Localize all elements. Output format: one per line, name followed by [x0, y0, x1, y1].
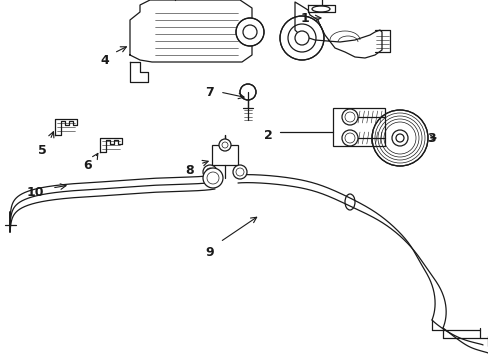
Circle shape [236, 18, 264, 46]
Circle shape [232, 165, 246, 179]
FancyBboxPatch shape [212, 145, 238, 165]
Text: 4: 4 [101, 54, 109, 67]
Polygon shape [100, 138, 122, 152]
Circle shape [203, 165, 217, 179]
Polygon shape [294, 2, 381, 58]
Circle shape [371, 110, 427, 166]
Circle shape [240, 84, 256, 100]
Text: 10: 10 [26, 185, 43, 198]
Text: 2: 2 [263, 129, 272, 141]
Text: 1: 1 [300, 12, 309, 24]
Circle shape [219, 139, 230, 151]
Circle shape [395, 134, 403, 142]
Polygon shape [130, 0, 251, 62]
Circle shape [294, 31, 308, 45]
Text: 8: 8 [185, 163, 194, 176]
Text: 7: 7 [205, 86, 214, 99]
Text: 5: 5 [38, 144, 46, 157]
Polygon shape [307, 5, 334, 12]
Polygon shape [55, 119, 77, 135]
Text: 6: 6 [83, 158, 92, 171]
Polygon shape [130, 62, 148, 82]
Circle shape [341, 130, 357, 146]
Text: 3: 3 [427, 131, 435, 144]
Circle shape [341, 109, 357, 125]
Circle shape [280, 16, 324, 60]
Text: 9: 9 [205, 246, 214, 258]
Circle shape [203, 168, 223, 188]
